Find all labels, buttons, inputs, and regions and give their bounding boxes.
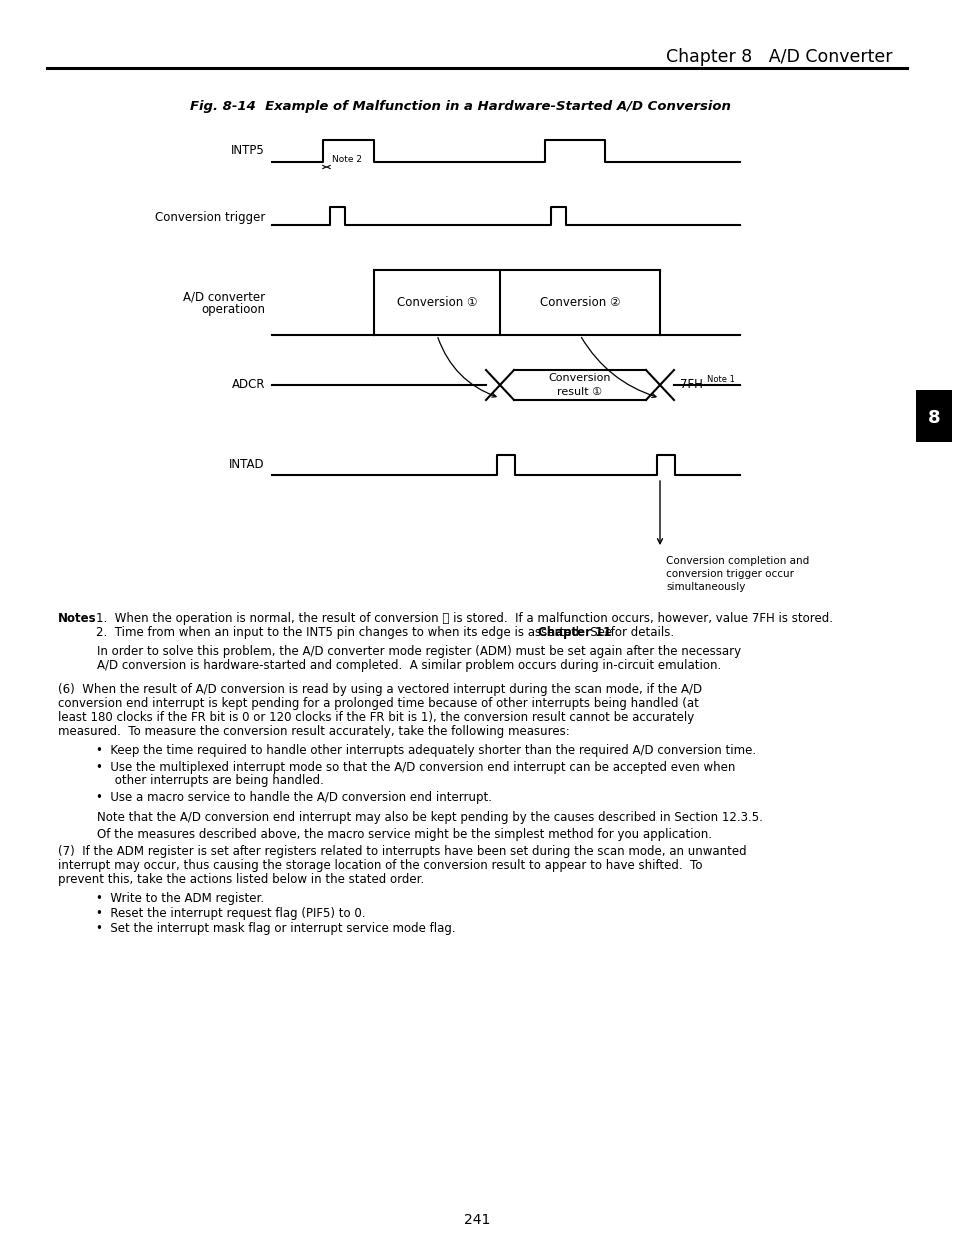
- Text: •  Set the interrupt mask flag or interrupt service mode flag.: • Set the interrupt mask flag or interru…: [96, 923, 456, 935]
- Text: Chapter 8   A/D Converter: Chapter 8 A/D Converter: [666, 48, 892, 65]
- Text: operatioon: operatioon: [201, 303, 265, 315]
- Text: for details.: for details.: [606, 626, 674, 638]
- Text: conversion trigger occur: conversion trigger occur: [665, 569, 793, 579]
- Text: 241: 241: [463, 1213, 490, 1228]
- Text: Conversion completion and: Conversion completion and: [665, 556, 808, 566]
- Text: •  Use a macro service to handle the A/D conversion end interrupt.: • Use a macro service to handle the A/D …: [96, 790, 492, 804]
- Bar: [915, 390, 951, 442]
- Text: Of the measures described above, the macro service might be the simplest method : Of the measures described above, the mac…: [97, 827, 711, 841]
- Text: INTAD: INTAD: [229, 458, 265, 472]
- Text: Conversion ①: Conversion ①: [396, 295, 476, 309]
- Text: 7FH: 7FH: [679, 378, 702, 391]
- Text: 2.  Time from when an input to the INT5 pin changes to when its edge is asserted: 2. Time from when an input to the INT5 p…: [96, 626, 616, 638]
- Text: Conversion ②: Conversion ②: [539, 295, 619, 309]
- Text: (7)  If the ADM register is set after registers related to interrupts have been : (7) If the ADM register is set after reg…: [58, 845, 746, 858]
- Text: measured.  To measure the conversion result accurately, take the following measu: measured. To measure the conversion resu…: [58, 725, 569, 739]
- Text: Chapter 11: Chapter 11: [537, 626, 611, 638]
- Text: prevent this, take the actions listed below in the stated order.: prevent this, take the actions listed be…: [58, 873, 424, 885]
- Text: •  Reset the interrupt request flag (PIF5) to 0.: • Reset the interrupt request flag (PIF5…: [96, 906, 365, 920]
- Text: Fig. 8-14  Example of Malfunction in a Hardware-Started A/D Conversion: Fig. 8-14 Example of Malfunction in a Ha…: [190, 100, 730, 112]
- Text: (6)  When the result of A/D conversion is read by using a vectored interrupt dur: (6) When the result of A/D conversion is…: [58, 683, 701, 697]
- Text: ADCR: ADCR: [232, 378, 265, 391]
- Text: other interrupts are being handled.: other interrupts are being handled.: [96, 774, 323, 787]
- Text: conversion end interrupt is kept pending for a prolonged time because of other i: conversion end interrupt is kept pending…: [58, 697, 699, 710]
- Text: Note 2: Note 2: [332, 156, 361, 164]
- Text: In order to solve this problem, the A/D converter mode register (ADM) must be se: In order to solve this problem, the A/D …: [97, 645, 740, 658]
- Text: Notes: Notes: [58, 613, 96, 625]
- Text: Note that the A/D conversion end interrupt may also be kept pending by the cause: Note that the A/D conversion end interru…: [97, 811, 762, 824]
- Text: •  Keep the time required to handle other interrupts adequately shorter than the: • Keep the time required to handle other…: [96, 743, 756, 757]
- Text: Note 1: Note 1: [706, 375, 734, 384]
- Text: least 180 clocks if the FR bit is 0 or 120 clocks if the FR bit is 1), the conve: least 180 clocks if the FR bit is 0 or 1…: [58, 711, 694, 724]
- Text: A/D converter: A/D converter: [183, 290, 265, 304]
- Text: interrupt may occur, thus causing the storage location of the conversion result : interrupt may occur, thus causing the st…: [58, 860, 701, 872]
- Text: •  Use the multiplexed interrupt mode so that the A/D conversion end interrupt c: • Use the multiplexed interrupt mode so …: [96, 761, 735, 774]
- Text: •  Write to the ADM register.: • Write to the ADM register.: [96, 892, 264, 905]
- Text: Conversion
result ①: Conversion result ①: [548, 373, 611, 396]
- Text: Conversion trigger: Conversion trigger: [154, 210, 265, 224]
- Text: simultaneously: simultaneously: [665, 582, 744, 592]
- Text: 8: 8: [926, 409, 940, 427]
- Text: A/D conversion is hardware-started and completed.  A similar problem occurs duri: A/D conversion is hardware-started and c…: [97, 659, 720, 672]
- Text: 1.  When the operation is normal, the result of conversion ⓑ is stored.  If a ma: 1. When the operation is normal, the res…: [96, 613, 832, 625]
- Text: INTP5: INTP5: [231, 144, 265, 158]
